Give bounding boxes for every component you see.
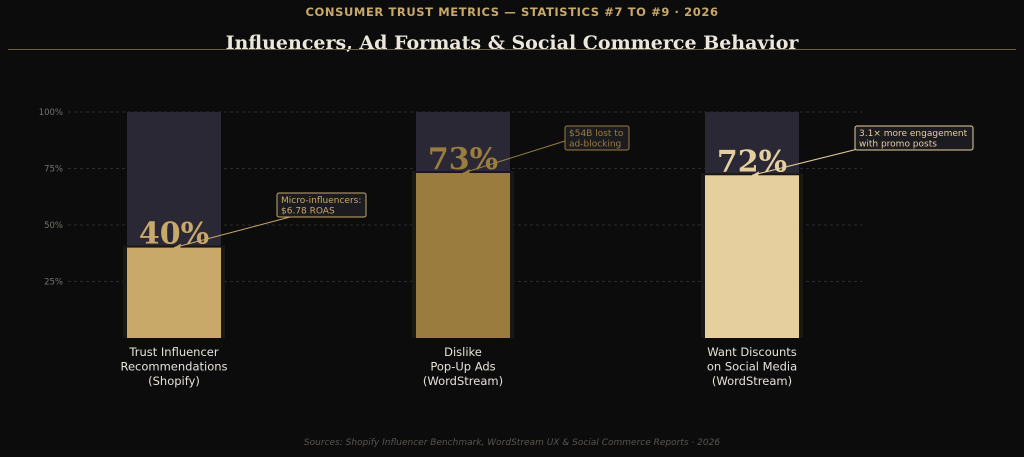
annotation-box-2 <box>854 125 974 151</box>
y-tick-label-50: 50% <box>44 221 63 231</box>
category-label-2-line-2: (WordStream) <box>712 374 792 388</box>
annotation-text-0-line-1: $6.78 ROAS <box>281 207 335 217</box>
annotation-leader-2 <box>751 145 871 176</box>
bar-value-label-2: 72% <box>717 144 787 179</box>
annotation-text-1-line-1: ad-blocking <box>569 140 621 150</box>
annotation-text-2-line-1: with promo posts <box>859 140 937 150</box>
annotation-text-1-line-0: $54B lost to <box>569 129 624 139</box>
bar-value-label-0: 40% <box>139 217 209 252</box>
annotation-text-0-line-0: Micro-influencers: <box>281 196 361 206</box>
annotation-box-0 <box>276 192 367 218</box>
chart-supertitle: CONSUMER TRUST METRICS — STATISTICS #7 T… <box>305 5 719 19</box>
annotation-box-1 <box>564 125 630 151</box>
annotation-arrowhead-1 <box>463 169 470 176</box>
chart-title: Influencers, Ad Formats & Social Commerc… <box>225 32 799 54</box>
annotation-arrowhead-2 <box>752 171 759 178</box>
title-divider <box>8 49 1016 50</box>
bar-value-label-1: 73% <box>428 142 498 177</box>
chart-footer-sources: Sources: Shopify Influencer Benchmark, W… <box>303 438 721 448</box>
category-label-1-line-1: Pop-Up Ads <box>430 360 495 374</box>
y-tick-label-75: 75% <box>44 165 63 175</box>
annotation-arrowhead-0 <box>174 243 181 250</box>
bar-1 <box>416 173 510 338</box>
category-label-1-line-0: Dislike <box>444 345 482 359</box>
y-tick-label-25: 25% <box>44 278 63 288</box>
category-label-0-line-1: Recommendations <box>120 360 227 374</box>
category-label-2-line-1: on Social Media <box>707 360 797 374</box>
y-tick-label-100: 100% <box>39 108 63 118</box>
category-label-0-line-0: Trust Influencer <box>128 345 218 359</box>
annotation-leader-0 <box>173 216 291 249</box>
category-label-2-line-0: Want Discounts <box>707 345 797 359</box>
bar-0 <box>127 247 221 338</box>
annotation-leader-1 <box>462 140 566 174</box>
category-label-0-line-2: (Shopify) <box>148 374 200 388</box>
annotation-text-2-line-0: 3.1× more engagement <box>859 129 968 139</box>
bar-2 <box>705 175 799 338</box>
category-label-1-line-2: (WordStream) <box>423 374 503 388</box>
